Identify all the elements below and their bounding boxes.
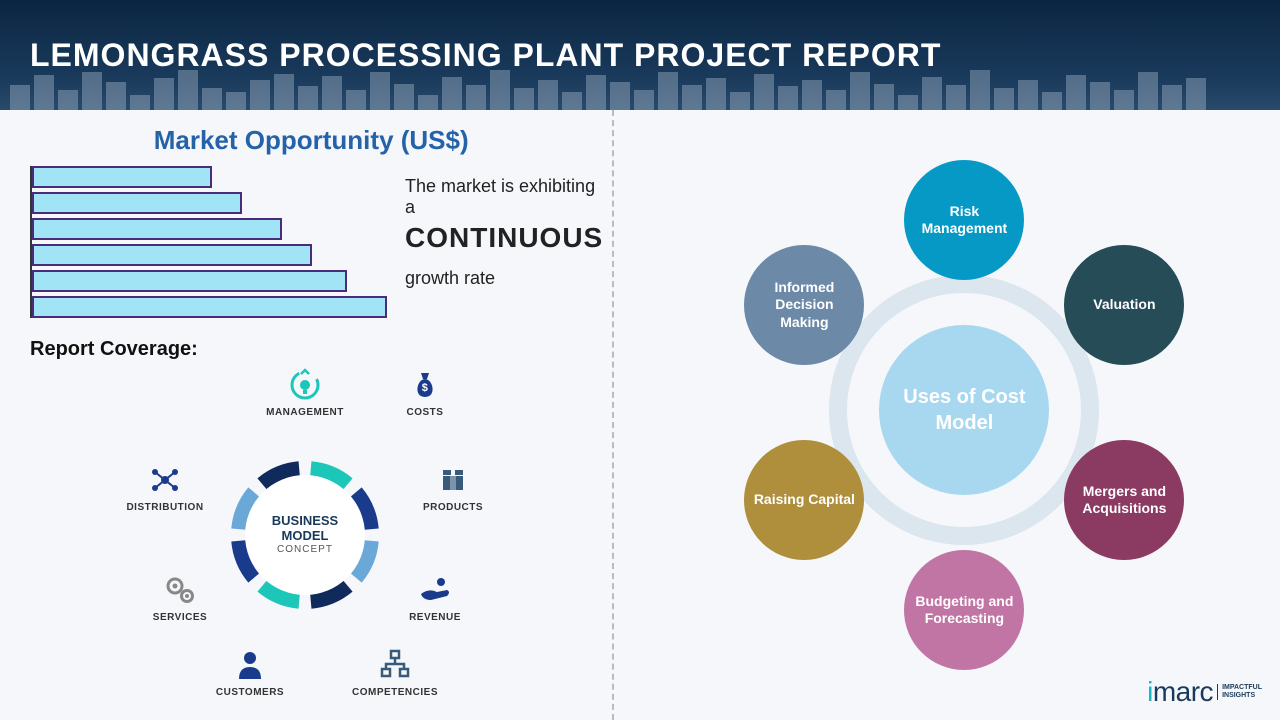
- biz-item-distribution: DISTRIBUTION: [120, 462, 210, 513]
- growth-big: CONTINUOUS: [405, 222, 603, 254]
- market-bar-chart: [30, 166, 387, 318]
- header-banner: LEMONGRASS PROCESSING PLANT PROJECT REPO…: [0, 0, 1280, 110]
- growth-text-block: The market is exhibiting a CONTINUOUS gr…: [405, 166, 603, 289]
- market-bar: [32, 218, 282, 240]
- gears-icon: [162, 572, 198, 608]
- biz-item-competencies: COMPETENCIES: [350, 647, 440, 698]
- biz-item-label: MANAGEMENT: [266, 407, 344, 418]
- right-panel: Uses of Cost Model Risk Management Valuat…: [614, 110, 1280, 720]
- svg-text:$: $: [422, 382, 429, 394]
- hand-coin-icon: [417, 572, 453, 608]
- biz-center-mid: MODEL: [282, 529, 329, 544]
- skyline-decoration: [0, 70, 1280, 110]
- logo-brand: iimarcmarc: [1147, 676, 1213, 708]
- cost-node: Valuation: [1064, 245, 1184, 365]
- left-panel: Market Opportunity (US$) The market is e…: [0, 110, 614, 720]
- imarc-logo: iimarcmarc IMPACTFUL INSIGHTS: [1147, 676, 1262, 708]
- biz-item-management: MANAGEMENT: [260, 367, 350, 418]
- page-title: LEMONGRASS PROCESSING PLANT PROJECT REPO…: [30, 37, 941, 74]
- cost-model-diagram: Uses of Cost Model Risk Management Valuat…: [634, 130, 1260, 700]
- biz-item-label: SERVICES: [153, 612, 207, 623]
- bulb-icon: [287, 367, 323, 403]
- market-bar: [32, 296, 387, 318]
- biz-item-products: PRODUCTS: [408, 462, 498, 513]
- cost-node: Budgeting and Forecasting: [904, 550, 1024, 670]
- growth-line2: growth rate: [405, 258, 603, 289]
- cost-center: Uses of Cost Model: [879, 325, 1049, 495]
- biz-item-revenue: REVENUE: [390, 572, 480, 623]
- org-chart-icon: [377, 647, 413, 683]
- market-title: Market Opportunity (US$): [30, 125, 592, 156]
- cost-node: Informed Decision Making: [744, 245, 864, 365]
- cost-node: Mergers and Acquisitions: [1064, 440, 1184, 560]
- market-bar: [32, 192, 242, 214]
- cost-node: Risk Management: [904, 160, 1024, 280]
- biz-item-label: CUSTOMERS: [216, 687, 284, 698]
- biz-item-label: DISTRIBUTION: [126, 502, 203, 513]
- biz-item-customers: CUSTOMERS: [205, 647, 295, 698]
- market-bar: [32, 166, 212, 188]
- market-chart-row: The market is exhibiting a CONTINUOUS gr…: [30, 166, 592, 318]
- person-icon: [232, 647, 268, 683]
- report-coverage-label: Report Coverage:: [30, 338, 592, 361]
- growth-line1: The market is exhibiting a: [405, 166, 603, 218]
- cost-node: Raising Capital: [744, 440, 864, 560]
- package-icon: [435, 462, 471, 498]
- biz-item-services: SERVICES: [135, 572, 225, 623]
- biz-center-bottom: CONCEPT: [277, 544, 333, 556]
- logo-tagline: IMPACTFUL INSIGHTS: [1217, 684, 1262, 699]
- biz-item-label: PRODUCTS: [423, 502, 483, 513]
- business-model-center: BUSINESS MODEL CONCEPT: [245, 475, 365, 595]
- market-bar: [32, 244, 312, 266]
- content-area: Market Opportunity (US$) The market is e…: [0, 110, 1280, 720]
- market-bar: [32, 270, 347, 292]
- biz-item-label: COSTS: [407, 407, 444, 418]
- network-icon: [147, 462, 183, 498]
- business-model-diagram: BUSINESS MODEL CONCEPT MANAGEMENT $ COSTS P…: [90, 367, 520, 697]
- money-bag-icon: $: [407, 367, 443, 403]
- biz-center-top: BUSINESS: [272, 514, 338, 529]
- biz-item-costs: $ COSTS: [380, 367, 470, 418]
- biz-item-label: COMPETENCIES: [352, 687, 438, 698]
- biz-item-label: REVENUE: [409, 612, 461, 623]
